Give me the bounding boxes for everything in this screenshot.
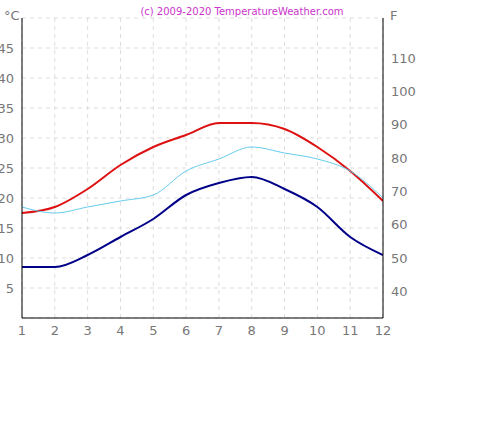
svg-text:12: 12 [375,323,392,338]
svg-text:5: 5 [149,323,157,338]
svg-text:15: 15 [8,221,14,236]
svg-text:25: 25 [8,161,14,176]
svg-text:45: 45 [8,41,14,56]
html-text:°C: °C [4,8,20,23]
svg-text:10: 10 [309,323,326,338]
svg-text:30: 30 [8,131,14,146]
svg-text:10: 10 [8,251,14,266]
svg-text:9: 9 [280,323,288,338]
svg-text:40: 40 [391,284,408,299]
svg-text:40: 40 [8,71,14,86]
html-text:(c) 2009-2020 TemperatureWeath: (c) 2009-2020 TemperatureWeather.com [140,6,344,17]
html-text:F: F [390,8,398,23]
svg-text:35: 35 [8,101,14,116]
svg-text:20: 20 [8,191,14,206]
svg-text:11: 11 [342,323,359,338]
svg-text:5: 5 [8,281,14,296]
svg-text:60: 60 [391,217,408,232]
svg-text:70: 70 [391,184,408,199]
svg-text:100: 100 [391,84,416,99]
svg-text:2: 2 [51,323,59,338]
svg-text:8: 8 [248,323,256,338]
svg-text:4: 4 [116,323,124,338]
svg-text:3: 3 [83,323,91,338]
svg-text:90: 90 [391,117,408,132]
svg-text:7: 7 [215,323,223,338]
svg-text:110: 110 [391,51,416,66]
svg-text:1: 1 [18,323,26,338]
svg-text:80: 80 [391,151,408,166]
svg-text:6: 6 [182,323,190,338]
svg-text:50: 50 [391,251,408,266]
